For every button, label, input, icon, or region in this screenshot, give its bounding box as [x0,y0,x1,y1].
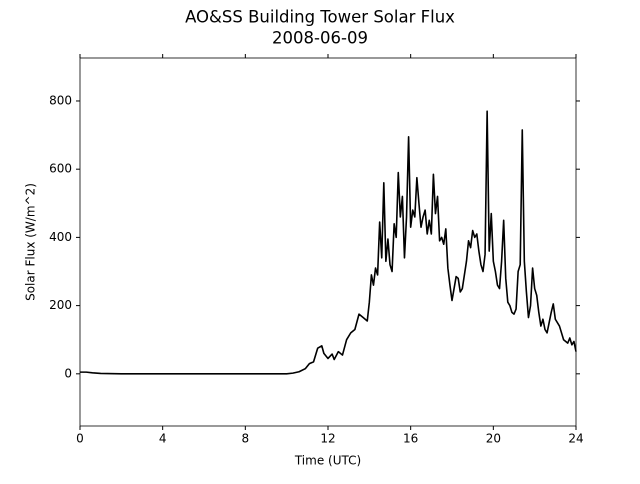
plot-frame [79,57,577,427]
x-tick-label: 12 [320,432,335,446]
chart-subtitle: 2008-06-09 [272,29,368,48]
y-tick-label: 0 [64,366,72,380]
x-tick-label: 16 [403,432,418,446]
y-tick-label: 400 [49,230,72,244]
y-tick-label: 600 [49,162,72,176]
x-axis-label: Time (UTC) [294,454,361,468]
chart-title: AO&SS Building Tower Solar Flux [185,8,455,27]
y-tick-label: 200 [49,298,72,312]
y-axis-label: Solar Flux (W/m^2) [24,183,38,301]
x-tick-label: 4 [159,432,167,446]
x-tick-label: 8 [242,432,250,446]
y-tick-label: 800 [49,93,72,107]
line [80,110,577,375]
x-tick-label: 0 [76,432,84,446]
x-tick-label: 20 [486,432,501,446]
x-tick-label: 24 [568,432,583,446]
